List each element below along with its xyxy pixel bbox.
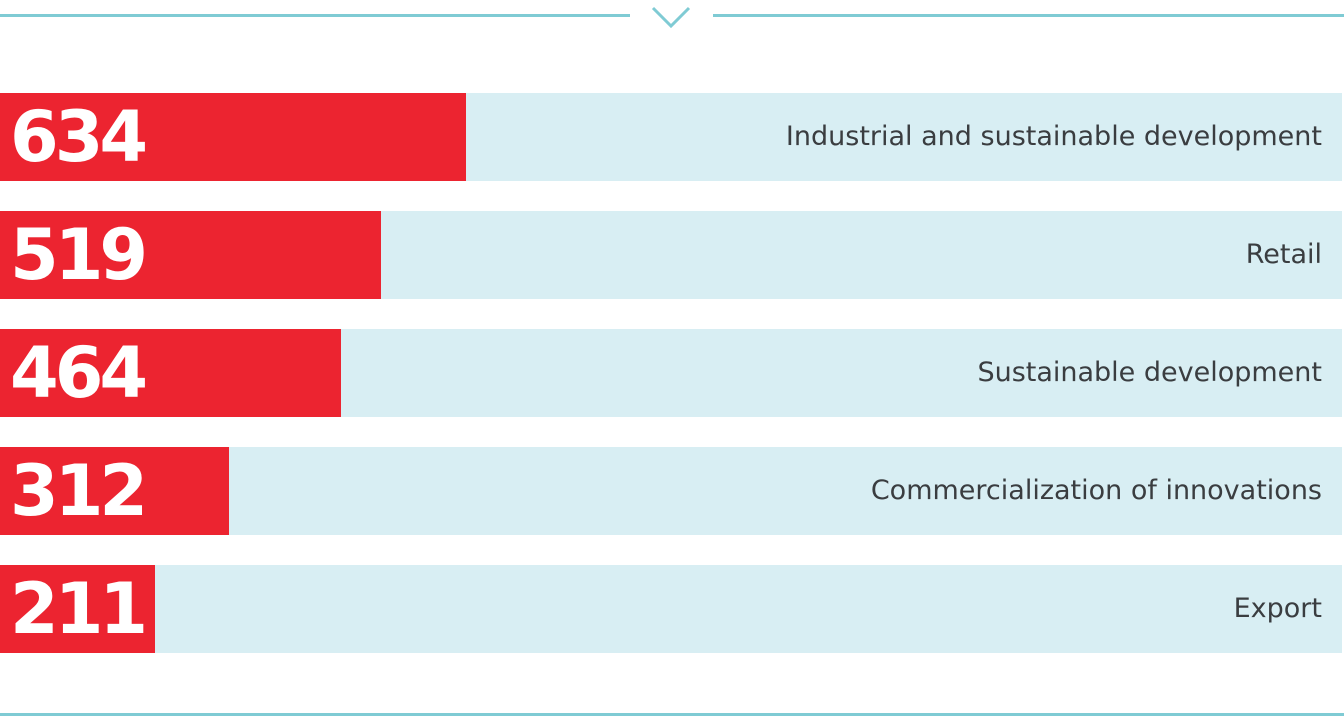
bottom-divider [0, 713, 1344, 716]
bar-value-label: 519 [10, 214, 148, 296]
bar-value-label: 211 [10, 568, 148, 650]
category-label: Sustainable development [977, 357, 1322, 388]
bar [0, 565, 156, 653]
category-label: Commercialization of innovations [870, 475, 1322, 506]
category-label: Export [1233, 593, 1322, 624]
bar [0, 211, 382, 299]
category-label: Industrial and sustainable development [785, 121, 1322, 152]
top-divider-left [0, 14, 630, 17]
top-divider-right [713, 14, 1344, 17]
bar [0, 329, 341, 417]
bar-track [0, 565, 1342, 653]
bar [0, 447, 230, 535]
bar-value-label: 634 [10, 96, 148, 178]
bar [0, 93, 466, 181]
chevron-down-icon[interactable] [649, 4, 693, 30]
category-label: Retail [1245, 239, 1322, 270]
bar-value-label: 464 [10, 332, 148, 414]
bar-value-label: 312 [10, 450, 148, 532]
